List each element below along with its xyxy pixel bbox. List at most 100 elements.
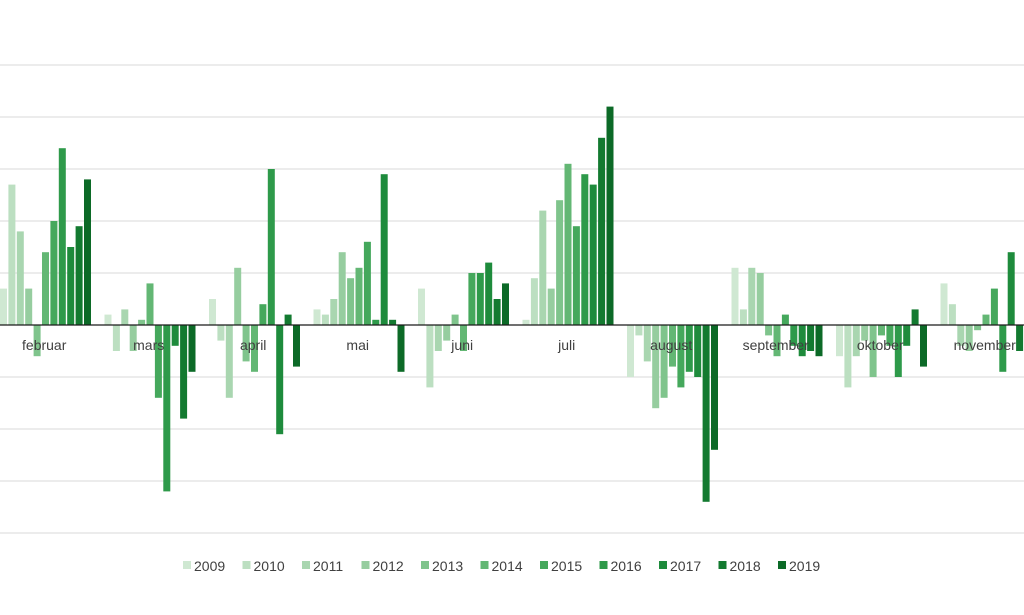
bar-mai-2009 <box>313 309 321 325</box>
bar-mai-2012 <box>338 252 346 325</box>
legend-label-2015: 2015 <box>551 558 582 574</box>
bar-mai-2017 <box>380 174 388 325</box>
bar-juli-2010 <box>530 278 538 325</box>
category-label: oktober <box>857 337 904 353</box>
bar-februar-2018 <box>75 226 83 325</box>
bar-september-2010 <box>739 309 747 325</box>
bar-september-2012 <box>756 273 764 325</box>
bar-november-2010 <box>948 304 956 325</box>
legend-swatch-2012 <box>361 561 370 569</box>
bar-mars-2018 <box>180 325 188 419</box>
bar-mars-2011 <box>121 309 129 325</box>
bar-august-2012 <box>652 325 660 409</box>
bar-februar-2015 <box>50 221 58 325</box>
bar-juni-2019 <box>502 283 509 325</box>
bar-november-2012 <box>965 325 973 351</box>
bar-mai-2018 <box>389 319 397 325</box>
legend-label-2014: 2014 <box>492 558 523 574</box>
bar-august-2009 <box>627 325 634 377</box>
bar-august-2011 <box>643 325 651 362</box>
bar-juni-2013 <box>451 314 459 325</box>
bar-september-2013 <box>765 325 773 336</box>
bar-august-2019 <box>711 325 718 450</box>
bar-september-2015 <box>781 314 789 325</box>
category-label: mai <box>346 337 369 353</box>
bar-august-2018 <box>702 325 710 502</box>
legend-swatch-2015 <box>540 561 548 569</box>
bar-februar-2016 <box>58 148 66 325</box>
category-label: juni <box>450 337 473 353</box>
bar-november-2016 <box>999 325 1007 372</box>
bar-oktober-2011 <box>852 325 860 357</box>
bar-oktober-2010 <box>844 325 852 388</box>
bar-september-2011 <box>748 267 756 325</box>
bar-september-2009 <box>731 267 739 325</box>
legend-label-2019: 2019 <box>789 558 820 574</box>
bar-mars-2014 <box>146 283 154 325</box>
bar-februar-2013 <box>33 325 41 357</box>
bar-april-2009 <box>209 299 216 325</box>
bar-april-2016 <box>267 169 275 325</box>
bar-april-2012 <box>234 267 242 325</box>
bar-juli-2012 <box>547 288 555 325</box>
bar-juni-2010 <box>426 325 434 388</box>
bar-august-2015 <box>677 325 685 388</box>
bar-august-2013 <box>660 325 668 398</box>
bar-mars-2017 <box>171 325 179 346</box>
bar-april-2015 <box>259 304 267 325</box>
bar-mai-2015 <box>363 241 371 325</box>
category-label: november <box>954 337 1017 353</box>
bar-juni-2015 <box>468 273 476 325</box>
bar-november-2017 <box>1007 252 1015 325</box>
bar-april-2010 <box>217 325 225 341</box>
legend-swatch-2017 <box>659 561 667 569</box>
bar-mars-2013 <box>138 319 146 325</box>
legend-label-2017: 2017 <box>670 558 701 574</box>
bar-juli-2017 <box>589 184 597 325</box>
bar-juli-2009 <box>522 319 530 325</box>
legend-label-2010: 2010 <box>254 558 285 574</box>
bar-mai-2013 <box>347 278 355 325</box>
bar-november-2011 <box>957 325 965 346</box>
category-label: juli <box>557 337 575 353</box>
bar-juli-2014 <box>564 163 572 325</box>
bar-november-2009 <box>940 283 948 325</box>
bar-oktober-2016 <box>894 325 902 377</box>
legend-swatch-2018 <box>718 561 727 569</box>
bar-oktober-2009 <box>836 325 843 357</box>
bar-oktober-2018 <box>911 309 919 325</box>
bar-februar-2017 <box>67 247 75 325</box>
bar-august-2014 <box>669 325 676 367</box>
bar-november-2018 <box>1016 325 1024 351</box>
bar-mai-2016 <box>372 319 380 325</box>
bar-august-2016 <box>685 325 693 372</box>
bar-mars-2015 <box>154 325 162 398</box>
bar-februar-2019 <box>84 179 91 325</box>
category-label: september <box>743 337 809 353</box>
bar-oktober-2019 <box>920 325 927 367</box>
bar-september-2016 <box>790 325 798 346</box>
bar-juni-2017 <box>485 262 493 325</box>
legend-swatch-2009 <box>183 561 191 569</box>
category-label: april <box>240 337 266 353</box>
gridlines <box>0 64 1024 534</box>
bar-mai-2011 <box>330 299 338 325</box>
bar-oktober-2017 <box>903 325 911 346</box>
bar-juni-2012 <box>443 325 451 341</box>
bar-august-2017 <box>694 325 702 377</box>
legend-swatch-2010 <box>242 561 251 569</box>
bar-juni-2016 <box>476 273 484 325</box>
bar-april-2017 <box>276 325 284 435</box>
bar-februar-2011 <box>16 231 24 325</box>
legend-label-2013: 2013 <box>432 558 463 574</box>
bar-mars-2009 <box>104 314 112 325</box>
bar-september-2018 <box>807 325 815 351</box>
bar-oktober-2013 <box>869 325 877 377</box>
legend-swatch-2019 <box>778 561 786 569</box>
bar-februar-2012 <box>25 288 33 325</box>
bar-april-2014 <box>251 325 258 372</box>
bar-april-2013 <box>242 325 250 362</box>
bar-juli-2015 <box>572 226 580 325</box>
legend-label-2012: 2012 <box>373 558 404 574</box>
bar-september-2019 <box>815 325 823 357</box>
